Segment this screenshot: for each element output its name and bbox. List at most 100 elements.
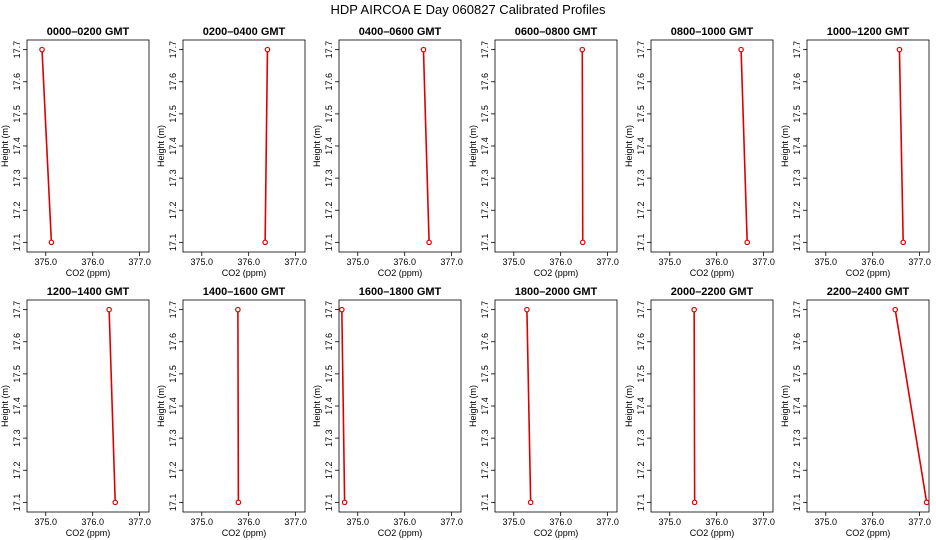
y-tick-label: 17.4	[636, 137, 646, 155]
y-tick-label: 17.5	[480, 365, 490, 383]
y-tick-label: 17.6	[324, 333, 334, 351]
x-tick-label: 375.0	[35, 257, 58, 267]
x-tick-label: 376.0	[393, 257, 416, 267]
y-axis-label: Height (m)	[312, 385, 322, 427]
y-tick-label: 17.1	[480, 494, 490, 512]
y-tick-label: 17.7	[480, 301, 490, 319]
plot-frame	[338, 39, 462, 253]
x-tick-label: 376.0	[861, 257, 884, 267]
x-tick-label: 376.0	[237, 517, 260, 527]
profile-point	[106, 306, 112, 313]
y-tick-label: 17.2	[480, 201, 490, 219]
plot-frame	[26, 39, 150, 253]
y-tick-label: 17.4	[792, 397, 802, 415]
x-tick-label: 376.0	[81, 517, 104, 527]
x-tick-label: 376.0	[705, 517, 728, 527]
profile-point	[39, 46, 45, 53]
panel-title: 1600–1800 GMT	[359, 286, 442, 298]
x-tick-label: 377.0	[908, 257, 931, 267]
y-tick-label: 17.5	[168, 105, 178, 123]
y-tick-label: 17.4	[324, 137, 334, 155]
y-tick-label: 17.7	[168, 41, 178, 59]
panel-title: 2200–2400 GMT	[827, 286, 910, 298]
panel-8: 1400–1600 GMT 375.0 376.0 377.0 17.1 17.2 17.3…	[156, 286, 307, 538]
x-tick-label: 376.0	[81, 257, 104, 267]
x-axis-label: CO2 (ppm)	[66, 268, 111, 278]
x-axis-label: CO2 (ppm)	[846, 528, 891, 538]
y-tick-label: 17.4	[12, 137, 22, 155]
plot-frame	[650, 299, 774, 513]
y-tick-label: 17.5	[324, 365, 334, 383]
y-tick-label: 17.3	[12, 429, 22, 447]
y-axis-label: Height (m)	[312, 125, 322, 167]
x-axis-label: CO2 (ppm)	[534, 528, 579, 538]
panel-4: 0600–0800 GMT 375.0 376.0 377.0 17.1 17.2 17.3…	[468, 26, 619, 278]
x-tick-label: 376.0	[705, 257, 728, 267]
panel-title: 1400–1600 GMT	[203, 286, 286, 298]
plot-frame	[338, 299, 462, 513]
panel-2: 0200–0400 GMT 375.0 376.0 377.0 17.1 17.2 17.3…	[156, 26, 307, 278]
y-tick-label: 17.1	[168, 234, 178, 252]
y-tick-label: 17.2	[636, 461, 646, 479]
y-axis-label: Height (m)	[624, 125, 634, 167]
y-tick-label: 17.7	[792, 301, 802, 319]
panel-title: 1200–1400 GMT	[47, 286, 130, 298]
profile-point	[579, 46, 586, 53]
y-tick-label: 17.4	[324, 397, 334, 415]
y-tick-label: 17.3	[792, 429, 802, 447]
x-tick-label: 377.0	[440, 517, 463, 527]
y-tick-label: 17.1	[792, 234, 802, 252]
profile-line	[740, 49, 748, 243]
profile-point	[892, 306, 899, 313]
panel-7: 1200–1400 GMT 375.0 376.0 377.0 17.1 17.2 17.3…	[0, 286, 151, 538]
plot-frame	[182, 39, 306, 253]
y-axis-label: Height (m)	[156, 385, 166, 427]
profile-point	[339, 306, 345, 313]
profile-point	[900, 239, 906, 246]
y-tick-label: 17.5	[480, 105, 490, 123]
y-tick-label: 17.3	[636, 169, 646, 187]
y-tick-label: 17.2	[12, 461, 22, 479]
profile-line	[41, 49, 53, 243]
y-axis-label: Height (m)	[468, 385, 478, 427]
profile-line	[898, 49, 904, 243]
y-tick-label: 17.4	[480, 397, 490, 415]
x-tick-label: 377.0	[596, 517, 619, 527]
panel-10: 1800–2000 GMT 375.0 376.0 377.0 17.1 17.2 17.3…	[468, 286, 619, 538]
panel-title: 0000–0200 GMT	[47, 26, 130, 38]
y-tick-label: 17.5	[324, 105, 334, 123]
plot-frame	[806, 39, 930, 253]
profile-point	[341, 499, 348, 506]
profile-line	[341, 309, 346, 503]
y-tick-label: 17.2	[168, 201, 178, 219]
y-tick-label: 17.6	[12, 73, 22, 91]
profile-point	[527, 499, 534, 506]
y-tick-label: 17.7	[792, 41, 802, 59]
panel-9: 1600–1800 GMT 375.0 376.0 377.0 17.1 17.2 17.3…	[312, 286, 463, 538]
profile-point	[48, 239, 55, 246]
y-tick-label: 17.1	[636, 234, 646, 252]
panel-1: 0000–0200 GMT 375.0 376.0 377.0 17.1 17.2 17.3…	[0, 26, 151, 278]
panel-5: 0800–1000 GMT 375.0 376.0 377.0 17.1 17.2 17.3…	[624, 26, 775, 278]
profile-point	[579, 239, 586, 246]
y-tick-label: 17.7	[636, 41, 646, 59]
figure-title: HDP AIRCOA E Day 060827 Calibrated Profi…	[330, 2, 606, 17]
x-axis-label: CO2 (ppm)	[534, 268, 579, 278]
y-tick-label: 17.2	[636, 201, 646, 219]
y-tick-label: 17.3	[324, 169, 334, 187]
x-tick-label: 375.0	[815, 257, 838, 267]
y-tick-label: 17.6	[324, 73, 334, 91]
y-tick-label: 17.2	[324, 461, 334, 479]
panel-title: 0200–0400 GMT	[203, 26, 286, 38]
y-tick-label: 17.6	[168, 333, 178, 351]
profile-point	[264, 46, 271, 53]
y-tick-label: 17.1	[12, 234, 22, 252]
y-tick-label: 17.2	[792, 201, 802, 219]
y-tick-label: 17.1	[324, 494, 334, 512]
profile-point	[262, 239, 268, 246]
y-axis-label: Height (m)	[780, 125, 790, 167]
x-tick-label: 377.0	[128, 517, 151, 527]
profile-point	[235, 306, 241, 313]
y-tick-label: 17.7	[12, 41, 22, 59]
profile-point	[896, 46, 903, 53]
